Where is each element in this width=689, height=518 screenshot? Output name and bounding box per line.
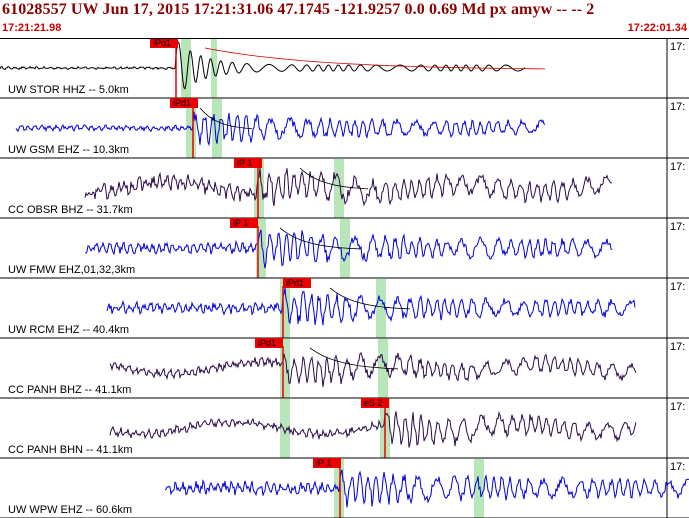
row-time-label: 17: [670, 341, 685, 353]
channel-label: UW WPW EHZ -- 60.6km [8, 504, 132, 516]
coda-window [280, 339, 290, 398]
coda-fit-curve [299, 167, 369, 190]
pick-marker[interactable] [255, 338, 283, 348]
channel-label: CC OBSR BHZ -- 31.7km [8, 204, 133, 216]
pick-label: iPd1 [153, 38, 171, 48]
waveform [84, 168, 613, 207]
channel-label: UW STOR HHZ -- 5.0km [8, 84, 129, 96]
coda-window [376, 279, 386, 338]
coda-fit-curve [204, 47, 545, 70]
event-title: 61028557 UW Jun 17, 2015 17:21:31.06 47.… [2, 1, 595, 18]
channel-label: UW GSM EHZ -- 10.3km [8, 144, 129, 156]
channel-label: CC PANH BHN -- 41.1km [8, 444, 132, 456]
channel-trace[interactable]: iP 1 UW FMW EHZ,01,32,3km 17: [0, 218, 689, 279]
pick-marker[interactable] [170, 98, 198, 108]
time-start: 17:21:21.98 [2, 22, 62, 34]
channel-label: CC PANH BHZ -- 41.1km [8, 384, 131, 396]
row-time-label: 17: [670, 101, 685, 113]
channel-trace[interactable]: iP 1 CC OBSR BHZ -- 31.7km 17: [0, 158, 689, 219]
pick-label: iP 1 [233, 218, 248, 228]
row-time-label: 17: [670, 161, 685, 173]
coda-fit-curve [199, 107, 253, 130]
pick-marker[interactable] [313, 458, 341, 468]
header: 61028557 UW Jun 17, 2015 17:21:31.06 47.… [0, 0, 689, 38]
row-time-label: 17: [670, 401, 685, 413]
coda-window [340, 219, 350, 278]
channel-trace[interactable]: iPd1 UW STOR HHZ -- 5.0km 17: [0, 38, 689, 99]
pick-label: iPd1 [286, 278, 304, 288]
pick-label: eS 2 [364, 398, 383, 408]
channel-label: UW FMW EHZ,01,32,3km [8, 264, 135, 276]
pick-label: iP 1 [316, 458, 331, 468]
channel-trace[interactable]: iPd1 UW RCM EHZ -- 40.4km 17: [0, 278, 689, 339]
waveform [109, 411, 637, 448]
coda-window [254, 159, 264, 218]
coda-window [334, 159, 344, 218]
pick-label: iPd1 [258, 338, 276, 348]
waveform [0, 40, 526, 90]
waveform [109, 351, 637, 388]
channel-trace[interactable]: eS 2 CC PANH BHN -- 41.1km 17: [0, 398, 689, 459]
time-end: 17:22:01.34 [627, 22, 687, 34]
channel-trace[interactable]: iPd1 CC PANH BHZ -- 41.1km 17: [0, 338, 689, 399]
waveform [84, 229, 613, 269]
waveform [15, 111, 546, 147]
waveform [164, 469, 689, 508]
coda-window [280, 399, 290, 458]
channel-label: UW RCM EHZ -- 40.4km [8, 324, 129, 336]
pick-label: iPd1 [173, 98, 191, 108]
row-time-label: 17: [670, 281, 685, 293]
coda-fit-curve [279, 227, 361, 250]
row-time-label: 17: [670, 221, 685, 233]
pick-marker[interactable] [361, 398, 389, 408]
channel-trace[interactable]: iP 1 UW WPW EHZ -- 60.6km 17: [0, 458, 689, 518]
row-time-label: 17: [670, 461, 685, 473]
coda-window [212, 99, 222, 158]
pick-label: iP 1 [237, 158, 252, 168]
coda-window [181, 39, 191, 98]
channel-trace[interactable]: iPd1 UW GSM EHZ -- 10.3km 17: [0, 98, 689, 159]
row-time-label: 17: [670, 41, 685, 53]
coda-window [280, 279, 290, 338]
seismogram-panel[interactable]: iPd1 UW STOR HHZ -- 5.0km 17: iPd1 UW GSM EH… [0, 38, 689, 518]
coda-fit-curve [309, 347, 399, 370]
pick-marker[interactable] [230, 218, 258, 228]
pick-marker[interactable] [150, 38, 178, 48]
coda-window [211, 39, 217, 98]
waveform [106, 287, 636, 326]
pick-marker[interactable] [234, 158, 262, 168]
coda-fit-curve [329, 287, 411, 310]
coda-window [378, 339, 388, 398]
coda-window [256, 219, 266, 278]
pick-marker[interactable] [283, 278, 311, 288]
